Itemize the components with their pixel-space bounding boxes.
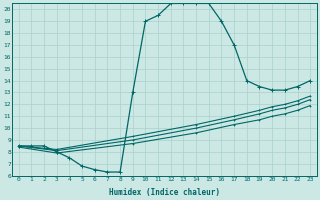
X-axis label: Humidex (Indice chaleur): Humidex (Indice chaleur) bbox=[109, 188, 220, 197]
